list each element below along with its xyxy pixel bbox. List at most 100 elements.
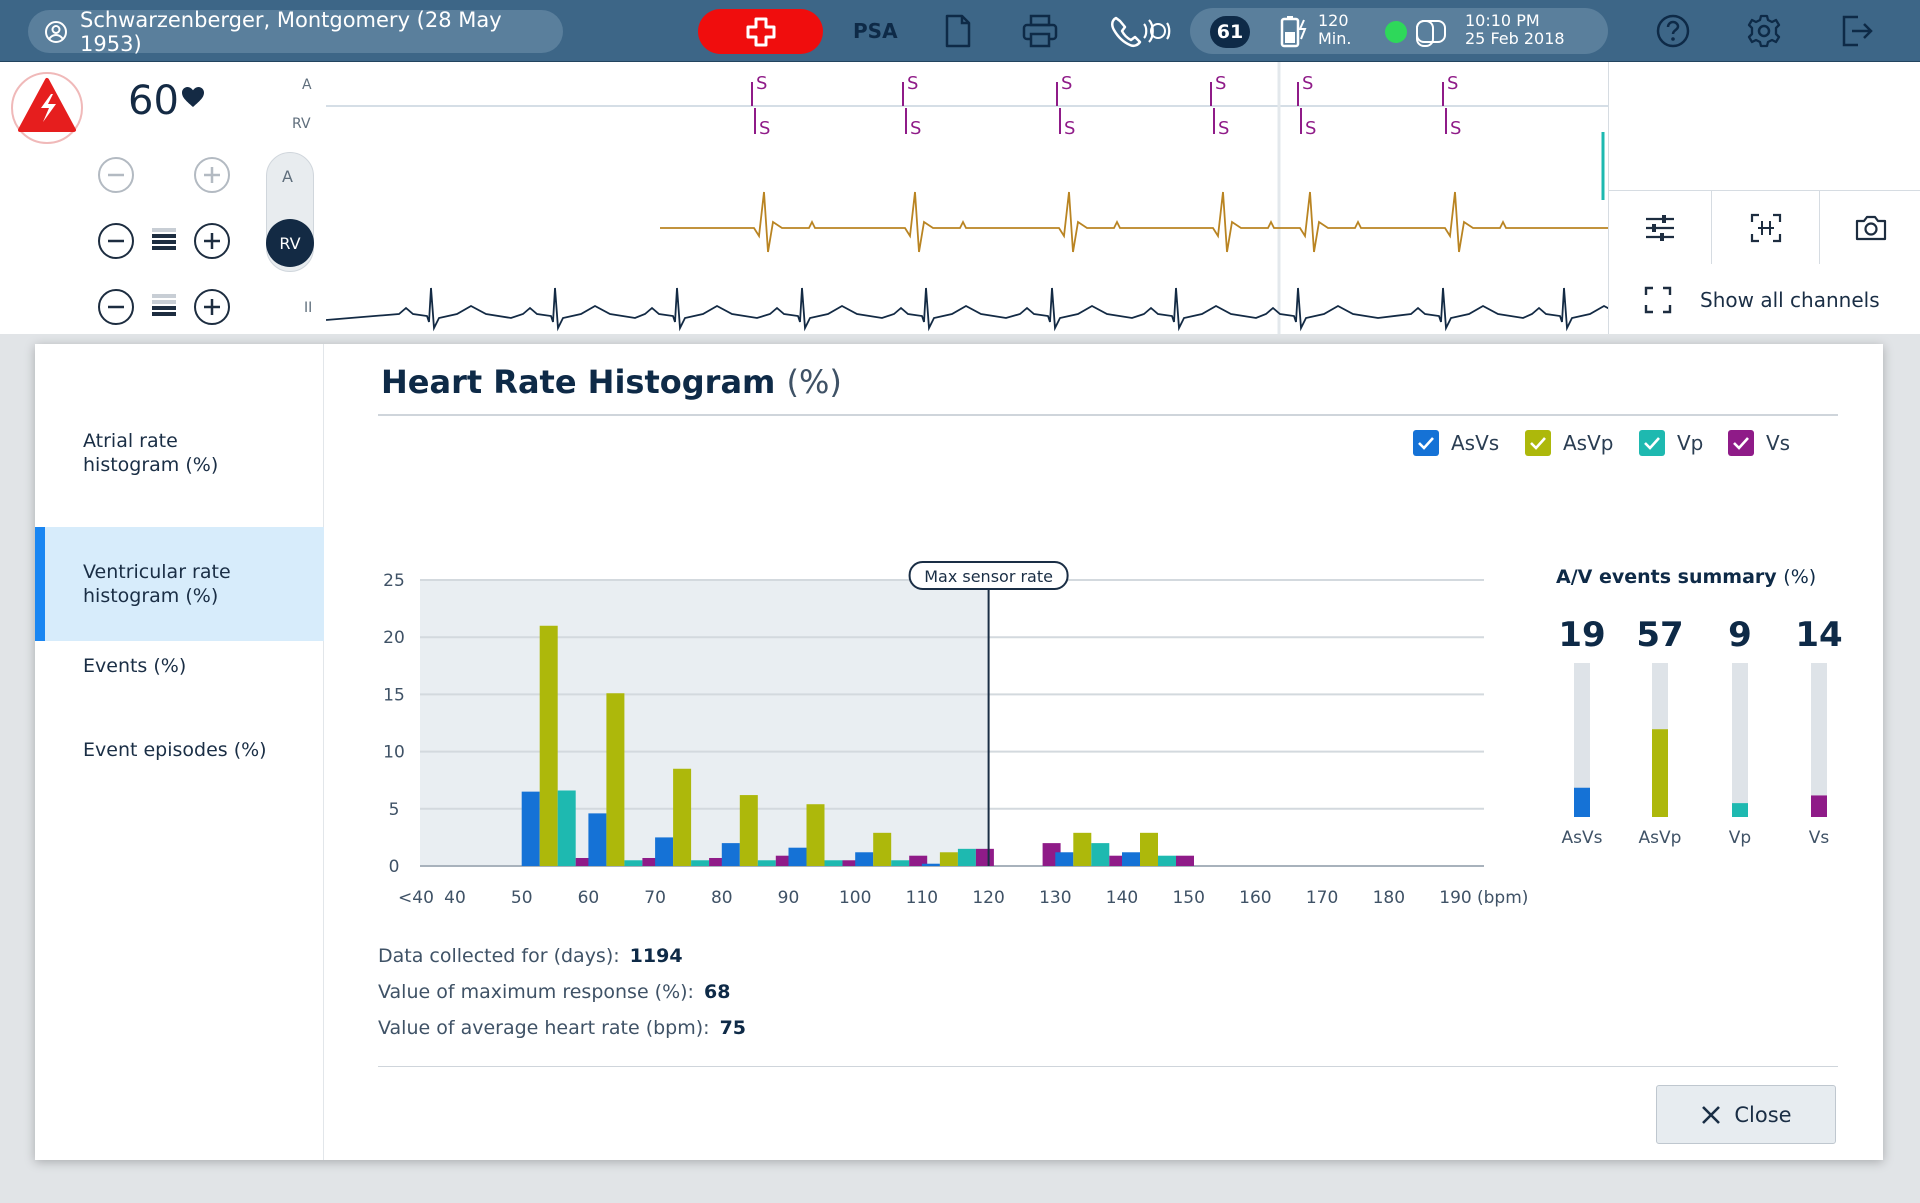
ventricular-sense-label: S	[759, 118, 770, 139]
legend-asvp[interactable]: AsVp	[1525, 430, 1613, 456]
x-tick-label: 100	[839, 888, 871, 908]
summary-track-vs	[1811, 663, 1827, 817]
channel-option-a[interactable]: A	[282, 167, 293, 186]
help-icon[interactable]	[1656, 14, 1690, 48]
checkbox-checked-icon[interactable]	[1728, 430, 1754, 456]
x-tick-label: 60	[578, 888, 600, 908]
calipers-button[interactable]	[1712, 190, 1820, 264]
footer-divider	[378, 1066, 1838, 1067]
ii-gain-level-icon	[152, 294, 176, 318]
bar-asvs	[921, 863, 940, 866]
bar-vp	[824, 860, 843, 866]
x-tick-label: 190	[1439, 888, 1471, 908]
minus-icon	[108, 305, 124, 309]
emergency-button[interactable]	[698, 9, 823, 54]
ventricular-sense-label: S	[1218, 118, 1229, 139]
legend-vp[interactable]: Vp	[1639, 430, 1703, 456]
bar-vp	[891, 860, 910, 866]
x-tick-label: 70	[644, 888, 666, 908]
x-tick-label: 180	[1373, 888, 1405, 908]
x-tick-label: 130	[1039, 888, 1071, 908]
nav-atrial-rate-histogram[interactable]: Atrial rate histogram (%)	[83, 430, 219, 476]
filter-settings-button[interactable]	[1609, 190, 1712, 264]
y-tick-label: 5	[389, 800, 400, 820]
bar-asvp	[673, 768, 692, 866]
bar-vs	[642, 857, 661, 866]
snapshot-button[interactable]	[1820, 190, 1920, 264]
channel-option-rv-selected[interactable]: RV	[266, 219, 314, 267]
gear-icon[interactable]	[1746, 13, 1782, 49]
bar-vp	[691, 860, 710, 866]
printer-icon[interactable]	[1022, 14, 1058, 48]
minus-icon	[108, 173, 124, 177]
lead-label-ii: II	[304, 300, 313, 316]
ventricular-sense-label: S	[1450, 118, 1461, 139]
rv-egm-trace	[660, 191, 1608, 253]
bar-asvs	[1055, 852, 1074, 866]
summary-bar-asvp	[1652, 729, 1668, 817]
rv-increase-button[interactable]	[194, 223, 230, 259]
rv-decrease-button[interactable]	[98, 223, 134, 259]
bar-vs	[1176, 855, 1194, 866]
bar-vp	[1158, 855, 1176, 866]
plus-icon	[204, 167, 220, 183]
bar-vs	[575, 857, 594, 866]
y-tick-label: 0	[389, 857, 400, 877]
patient-selector[interactable]: Schwarzenberger, Montgomery (28 May 1953…	[28, 7, 563, 56]
summary-track-vp	[1732, 663, 1748, 817]
bar-asvs	[655, 837, 674, 866]
ecg-tools-panel	[1608, 62, 1920, 334]
ventricular-sense-label: S	[1064, 118, 1075, 139]
atrial-sense-label: S	[1061, 73, 1072, 94]
nav-ventricular-rate-histogram[interactable]: Ventricular rate histogram (%)	[35, 527, 324, 641]
bar-asvp	[1073, 832, 1092, 866]
x-tick-label: 50	[511, 888, 533, 908]
bar-asvs	[855, 852, 874, 866]
ii-increase-button[interactable]	[194, 289, 230, 325]
bar-vs	[909, 855, 928, 866]
x-tick-label: <40	[398, 888, 434, 908]
document-icon[interactable]	[944, 14, 972, 48]
x-tick-label: 110	[906, 888, 938, 908]
camera-icon	[1855, 215, 1886, 240]
y-tick-label: 15	[383, 685, 405, 705]
y-tick-label: 10	[383, 743, 405, 763]
checkbox-checked-icon[interactable]	[1413, 430, 1439, 456]
bar-vp	[757, 860, 776, 866]
a-increase-button[interactable]	[194, 157, 230, 193]
ventricular-sense-label: S	[1305, 118, 1316, 139]
psa-button[interactable]: PSA	[853, 19, 898, 43]
max-sensor-rate-badge	[908, 561, 1069, 590]
y-tick-label: 20	[383, 628, 405, 648]
logout-icon[interactable]	[1840, 14, 1874, 48]
stat-average-heart-rate: Value of average heart rate (bpm): 75	[378, 1017, 747, 1039]
session-count-badge: 61	[1210, 16, 1250, 48]
telemetry-phone-icon[interactable]	[1108, 14, 1174, 48]
lead-label-rv: RV	[292, 116, 311, 132]
datetime: 10:10 PM 25 Feb 2018	[1465, 11, 1565, 48]
legend-vs[interactable]: Vs	[1728, 430, 1790, 456]
ii-decrease-button[interactable]	[98, 289, 134, 325]
patient-name: Schwarzenberger, Montgomery (28 May 1953…	[80, 7, 502, 56]
bar-vp	[1091, 843, 1110, 866]
a-decrease-button[interactable]	[98, 157, 134, 193]
close-button[interactable]: Close	[1656, 1085, 1836, 1144]
x-tick-label: 160	[1239, 888, 1271, 908]
battery-charging-icon	[1280, 16, 1307, 48]
nav-events[interactable]: Events (%)	[83, 655, 187, 677]
measure-frame-icon	[1750, 213, 1781, 242]
stat-data-collected: Data collected for (days): 1194	[378, 945, 683, 967]
rv-gain-level-icon	[152, 228, 176, 252]
ecg-waveforms: S S S S S S S S S S S S	[326, 62, 1608, 334]
shock-alert-icon[interactable]	[10, 72, 84, 144]
connection-status-dot	[1385, 21, 1407, 43]
legend-asvs[interactable]: AsVs	[1413, 430, 1499, 456]
checkbox-checked-icon[interactable]	[1639, 430, 1665, 456]
show-all-channels-button[interactable]: Show all channels	[1644, 286, 1880, 314]
capsule-icon	[1416, 20, 1446, 47]
heart-rate-readout: 60	[128, 78, 205, 124]
stat-max-response: Value of maximum response (%): 68	[378, 981, 731, 1003]
nav-event-episodes[interactable]: Event episodes (%)	[83, 739, 267, 761]
checkbox-checked-icon[interactable]	[1525, 430, 1551, 456]
